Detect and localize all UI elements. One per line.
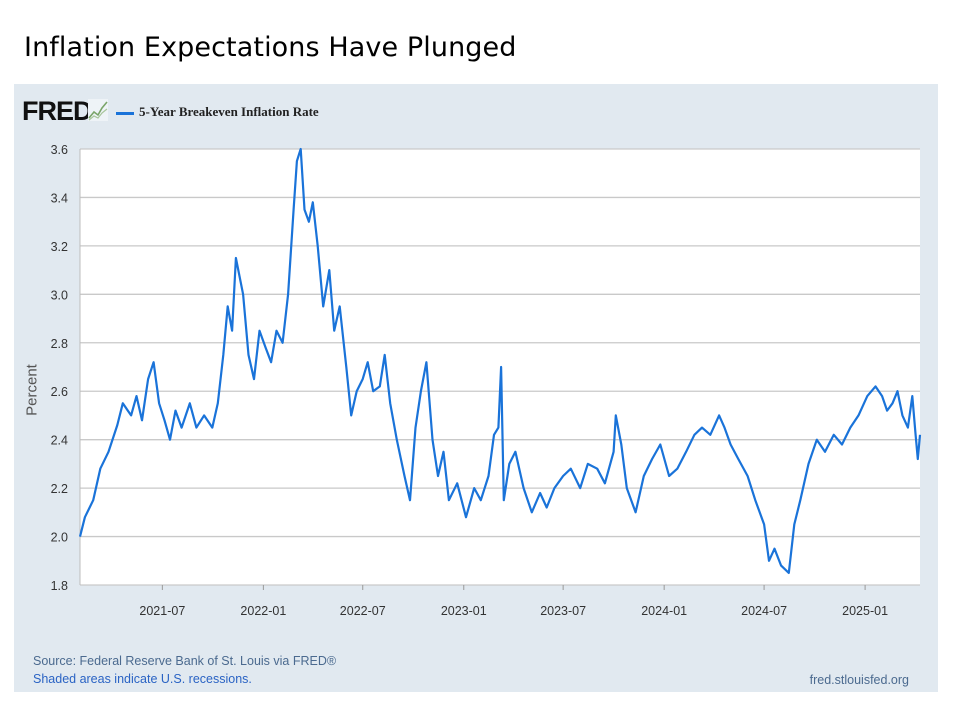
y-tick-label: 2.8 — [51, 337, 68, 351]
y-tick-label: 2.0 — [51, 531, 68, 545]
x-tick-label: 2024-01 — [641, 604, 687, 618]
x-tick-label: 2022-07 — [340, 604, 386, 618]
legend-swatch — [116, 112, 134, 115]
x-tick-label: 2021-07 — [139, 604, 185, 618]
legend-label: 5-Year Breakeven Inflation Rate — [139, 104, 319, 119]
y-tick-label: 3.4 — [51, 191, 68, 205]
y-axis-title: Percent — [23, 364, 41, 416]
y-tick-label: 1.8 — [51, 579, 68, 593]
y-tick-label: 3.6 — [51, 143, 68, 157]
fred-logo: FRED — [22, 96, 92, 126]
y-tick-label: 2.6 — [51, 385, 68, 399]
slide-title: Inflation Expectations Have Plunged — [24, 32, 517, 63]
y-tick-label: 2.2 — [51, 482, 68, 496]
site-link[interactable]: fred.stlouisfed.org — [809, 673, 909, 687]
x-tick-label: 2024-07 — [741, 604, 787, 618]
fred-logo-graph-icon — [88, 99, 108, 121]
y-tick-label: 3.0 — [51, 288, 68, 302]
series-line-5y-breakeven — [78, 147, 922, 575]
x-tick-label: 2025-01 — [842, 604, 888, 618]
recession-note: Shaded areas indicate U.S. recessions. — [33, 672, 252, 686]
x-tick-label: 2023-01 — [441, 604, 487, 618]
x-tick-label: 2022-01 — [240, 604, 286, 618]
y-tick-label: 3.2 — [51, 240, 68, 254]
x-tick-label: 2023-07 — [540, 604, 586, 618]
y-tick-label: 2.4 — [51, 434, 68, 448]
source-note: Source: Federal Reserve Bank of St. Loui… — [33, 654, 337, 668]
